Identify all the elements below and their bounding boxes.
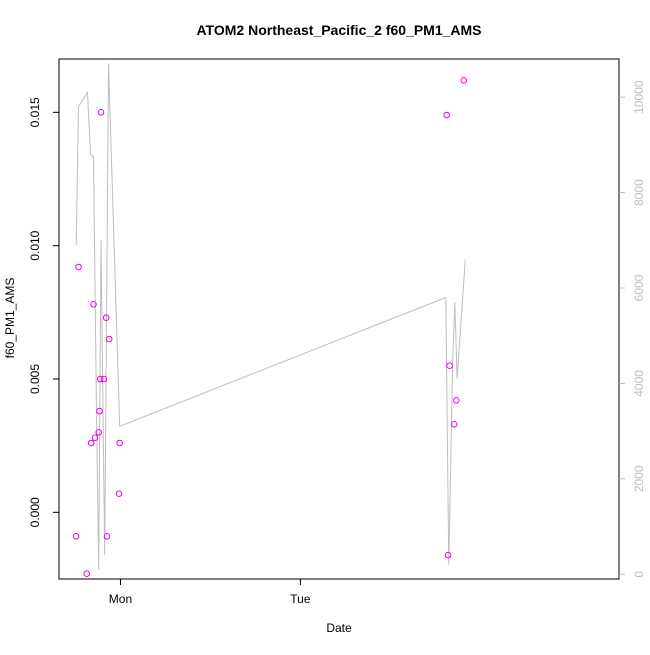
data-point xyxy=(446,362,453,370)
data-point xyxy=(72,533,80,540)
data-point xyxy=(100,375,108,383)
chart-title: ATOM2 Northeast_Pacific_2 f60_PM1_AMS xyxy=(196,22,481,38)
series-line-layer xyxy=(75,63,466,570)
data-point xyxy=(115,490,123,498)
data-point xyxy=(444,551,452,559)
data-point xyxy=(97,109,105,116)
data-point xyxy=(116,439,123,447)
y-axis-label: f60_PM1_AMS xyxy=(3,278,17,359)
data-point xyxy=(450,421,458,428)
y-tick-label: 0.010 xyxy=(28,230,42,260)
data-point xyxy=(90,301,97,308)
y2-tick-label: 2000 xyxy=(632,465,646,492)
plot-frame xyxy=(58,58,620,580)
y2-tick-label: 8000 xyxy=(632,179,646,206)
x-axis-label: Date xyxy=(326,621,352,635)
axes-layer: 0.000 0.005 0.010 0.015 0 2000 4000 6000 8000 100… xyxy=(28,58,646,606)
y2-tick-label: 6000 xyxy=(632,274,646,301)
y2-tick-label: 4000 xyxy=(632,370,646,397)
data-point xyxy=(102,314,110,322)
data-point xyxy=(460,77,468,84)
x-tick-label: Tue xyxy=(290,592,311,606)
y-tick-label: 0.015 xyxy=(28,97,42,127)
data-point xyxy=(453,397,460,404)
y-tick-label: 0.000 xyxy=(28,497,42,527)
data-point xyxy=(103,533,111,540)
x-tick-label: Mon xyxy=(109,592,132,606)
series-points-layer xyxy=(72,77,468,578)
series-line xyxy=(75,63,466,570)
data-point xyxy=(83,570,90,578)
data-point xyxy=(87,439,95,447)
data-point xyxy=(96,407,103,415)
data-point xyxy=(105,335,113,343)
data-point xyxy=(75,263,82,271)
data-point xyxy=(91,434,99,442)
data-point xyxy=(96,375,104,383)
data-point xyxy=(95,429,102,436)
data-point xyxy=(443,111,450,119)
y2-tick-label: 10000 xyxy=(632,80,646,114)
y2-tick-label: 0 xyxy=(632,571,646,578)
y-tick-label: 0.005 xyxy=(28,364,42,394)
